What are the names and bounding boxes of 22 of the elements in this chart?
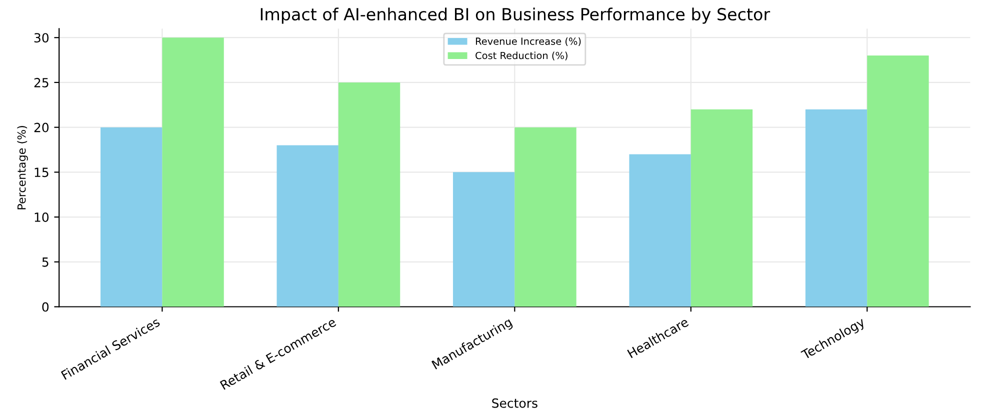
x-axis-title: Sectors — [492, 398, 538, 408]
y-tick-label: 0 — [42, 302, 49, 312]
bar — [690, 109, 753, 307]
legend-label: Revenue Increase (%) — [476, 37, 581, 46]
chart-title: Impact of AI-enhanced BI on Business Performance by Sector — [260, 8, 770, 24]
bar — [338, 82, 400, 307]
bar — [100, 127, 162, 307]
y-axis-title: Percentage (%) — [17, 126, 28, 210]
bar — [805, 109, 868, 307]
y-tick-label: 10 — [34, 212, 49, 222]
y-tick-label: 30 — [34, 33, 49, 43]
legend-label: Cost Reduction (%) — [476, 52, 568, 60]
y-tick-label: 5 — [42, 258, 48, 267]
bar — [276, 145, 338, 307]
y-tick-label: 25 — [34, 78, 48, 88]
y-tick-label: 20 — [34, 122, 49, 132]
bar — [867, 56, 929, 307]
bar — [162, 38, 224, 307]
bar — [629, 154, 691, 307]
bar — [514, 127, 576, 307]
y-tick-label: 15 — [34, 168, 48, 178]
bar — [452, 172, 515, 307]
